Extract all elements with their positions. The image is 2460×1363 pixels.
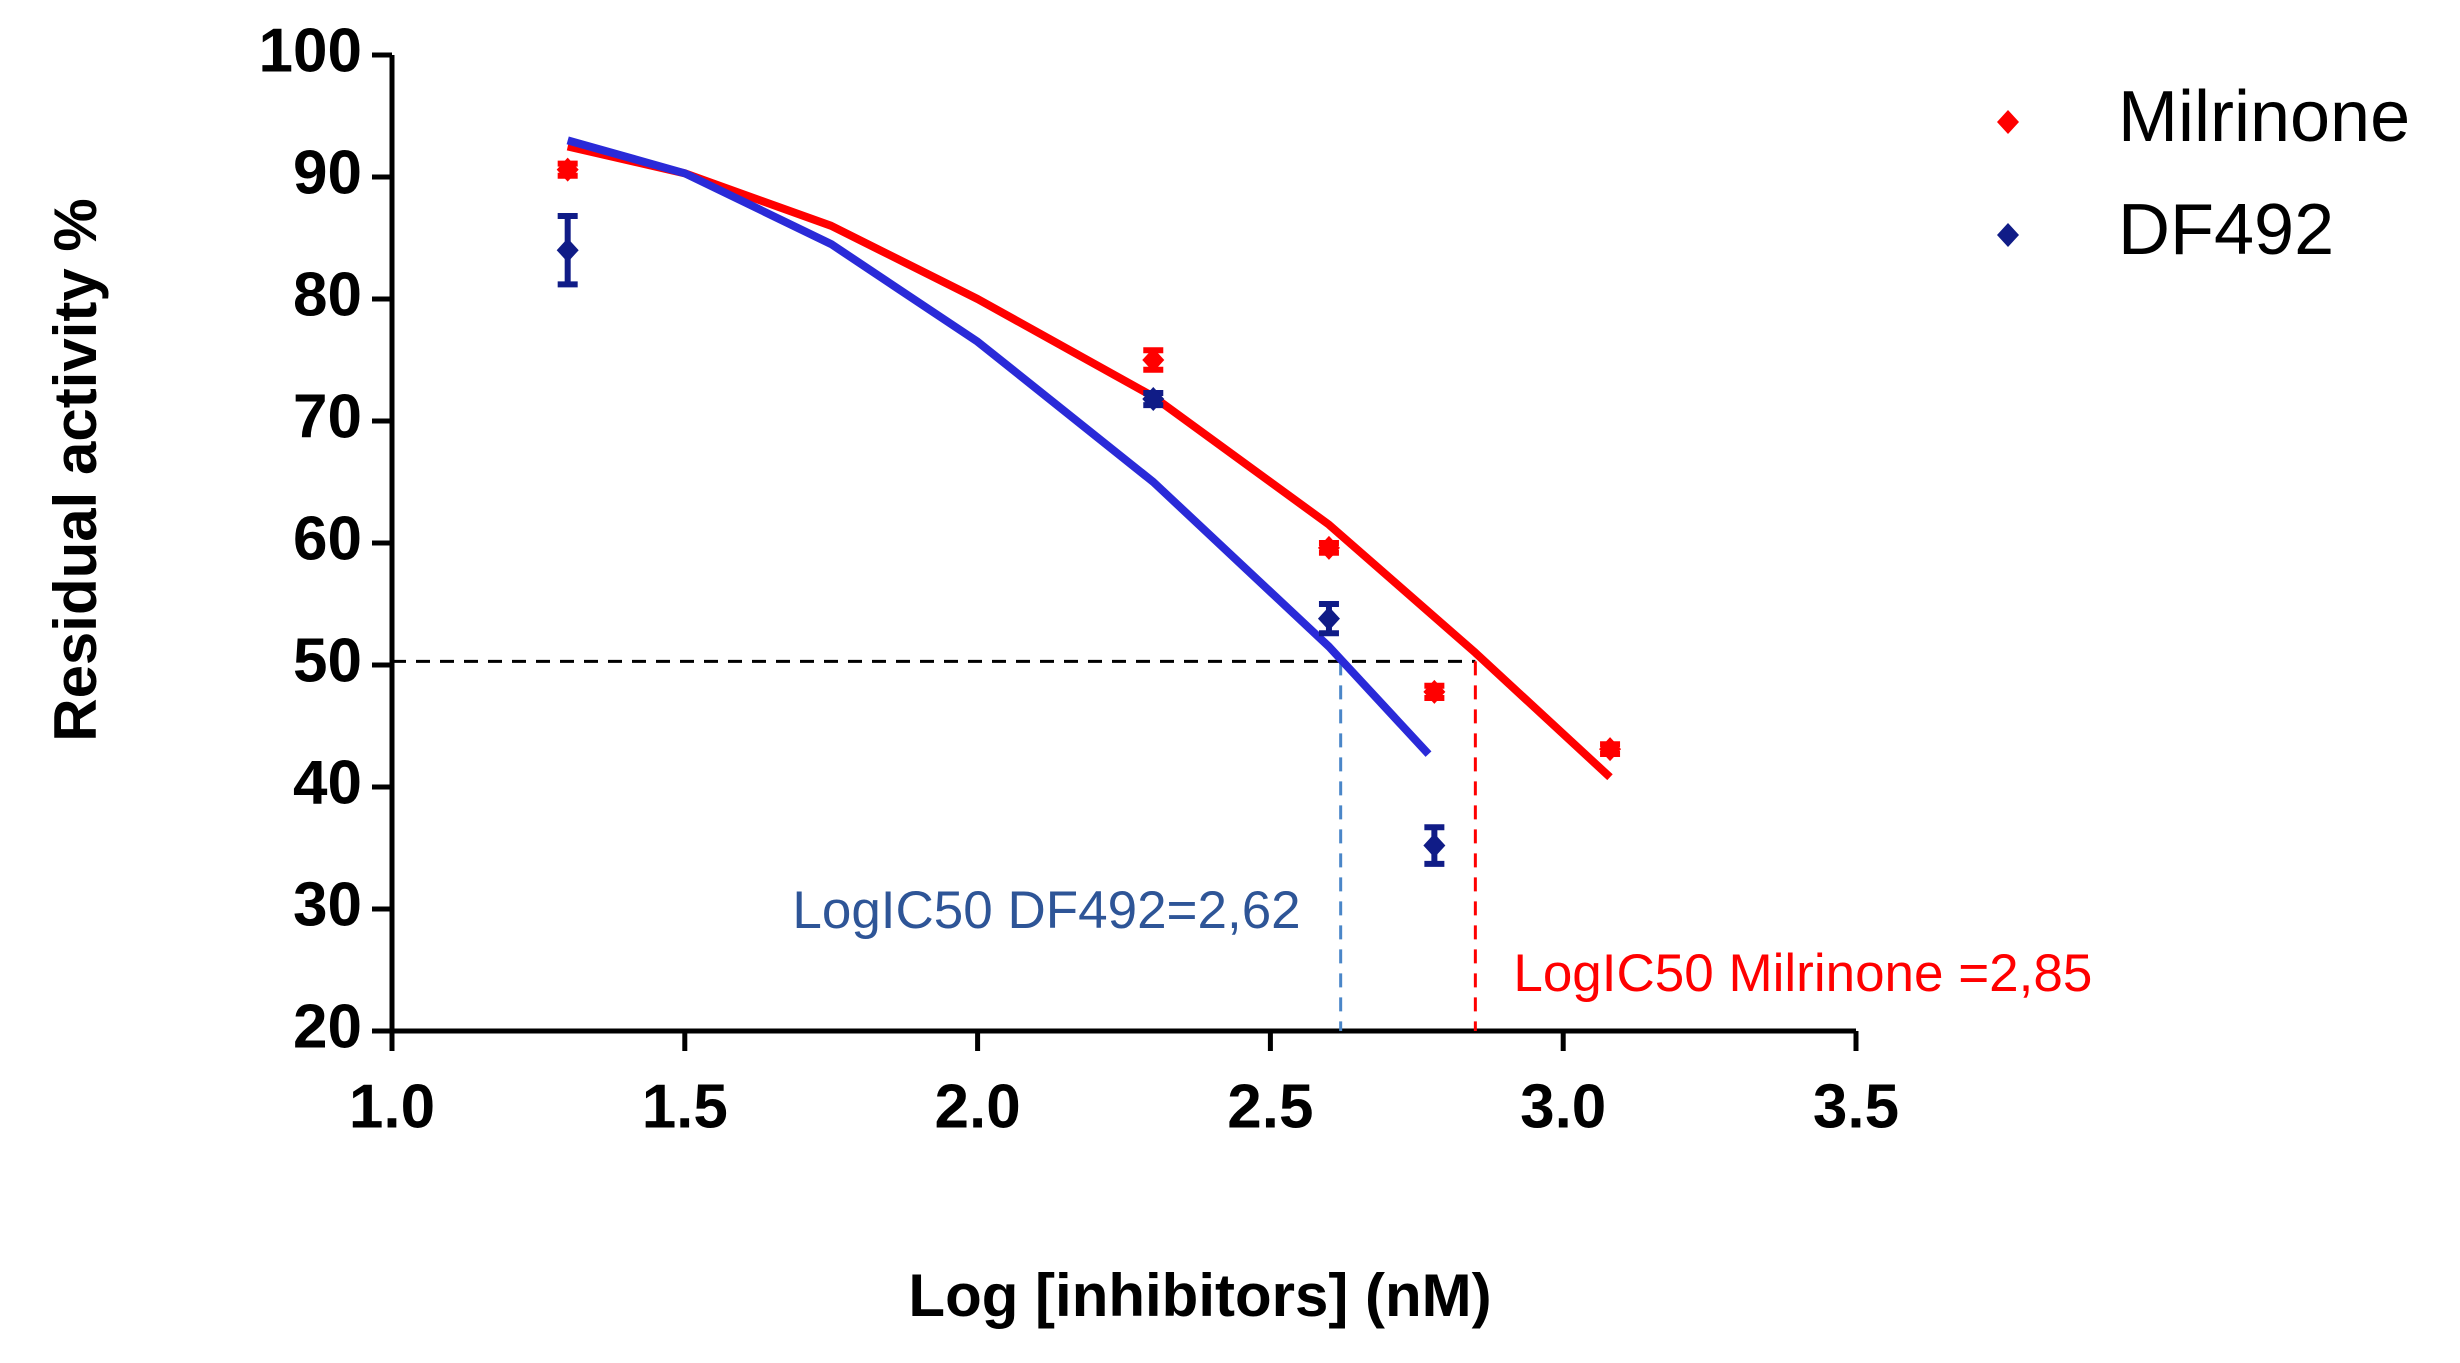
x-tick-label: 3.0 (1520, 1072, 1606, 1141)
marker (556, 238, 579, 263)
legend-label: Milrinone (2118, 77, 2410, 157)
annotation: LogIC50 Milrinone =2,85 (1513, 944, 2092, 1003)
y-axis-title: Residual activity % (42, 198, 109, 742)
x-tick-label: 1.0 (349, 1072, 435, 1141)
x-tick-label: 2.5 (1227, 1072, 1313, 1141)
y-tick-label: 20 (293, 992, 362, 1061)
marker (1317, 535, 1340, 560)
y-tick-label: 100 (259, 16, 362, 85)
marker (1423, 833, 1446, 858)
marker (1142, 348, 1165, 372)
marker (556, 157, 579, 182)
y-tick-label: 80 (293, 260, 362, 329)
x-tick-label: 1.5 (642, 1072, 728, 1141)
legend-marker (1997, 223, 2019, 247)
x-tick-label: 3.5 (1813, 1072, 1899, 1141)
legend-label: DF492 (2118, 190, 2334, 270)
marker (1317, 606, 1340, 631)
y-tick-label: 70 (293, 382, 362, 451)
marker (1423, 679, 1446, 704)
fit-curve (566, 142, 1613, 781)
marker (1599, 737, 1622, 762)
marker (1142, 387, 1165, 412)
y-tick-label: 40 (293, 748, 362, 817)
legend-marker (1997, 110, 2019, 134)
y-tick-label: 60 (293, 504, 362, 573)
x-tick-label: 2.0 (934, 1072, 1020, 1141)
fit-curve (566, 136, 1432, 757)
y-tick-label: 30 (293, 870, 362, 939)
y-tick-label: 50 (293, 626, 362, 695)
x-axis-title: Log [inhibitors] (nM) (908, 1262, 1491, 1329)
annotation: LogIC50 DF492=2,62 (792, 881, 1300, 940)
y-tick-label: 90 (293, 138, 362, 207)
